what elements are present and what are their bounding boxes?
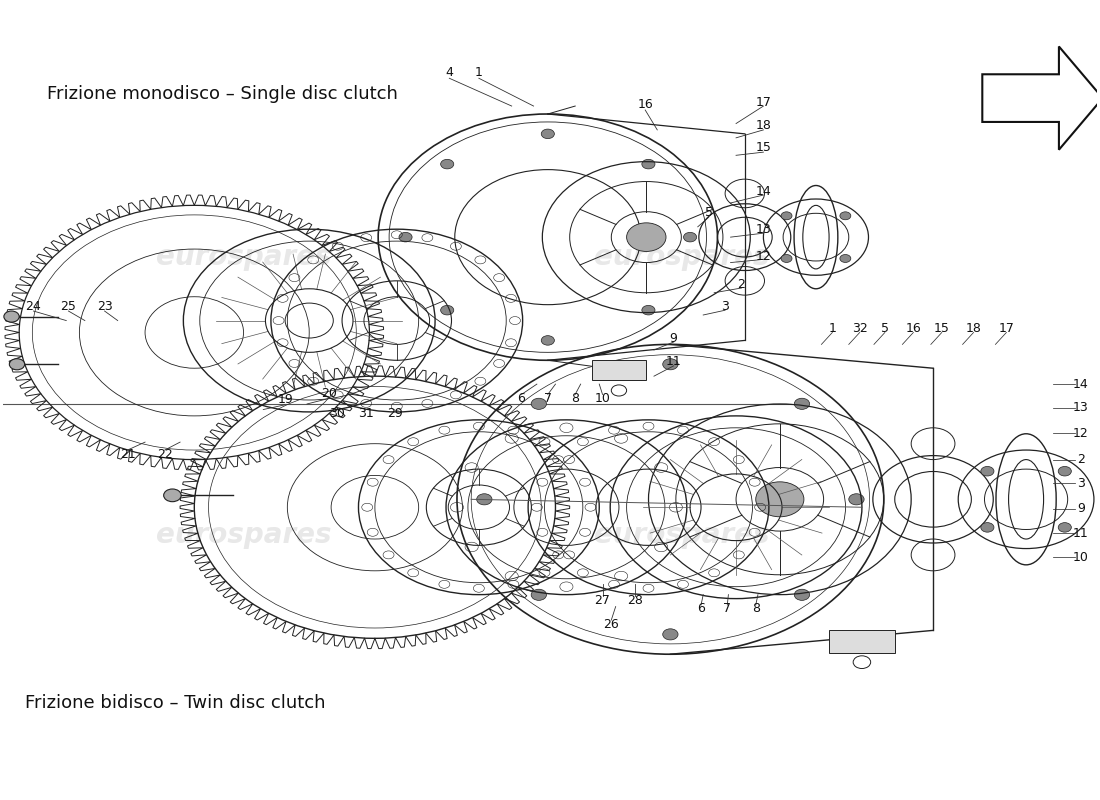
Circle shape xyxy=(683,232,696,242)
Circle shape xyxy=(441,159,454,169)
Text: 7: 7 xyxy=(543,392,552,405)
Text: 32: 32 xyxy=(851,322,868,335)
Text: 8: 8 xyxy=(751,602,760,615)
Text: 16: 16 xyxy=(637,98,653,111)
Text: 1: 1 xyxy=(475,66,483,79)
Circle shape xyxy=(840,254,850,262)
Text: 30: 30 xyxy=(329,407,344,420)
Text: eurospares: eurospares xyxy=(594,243,769,271)
Text: 11: 11 xyxy=(666,355,682,368)
Circle shape xyxy=(531,398,547,410)
Text: eurospares: eurospares xyxy=(156,243,331,271)
Circle shape xyxy=(441,306,454,315)
Text: 2: 2 xyxy=(1077,453,1085,466)
Circle shape xyxy=(794,398,810,410)
Text: 6: 6 xyxy=(518,392,526,405)
Text: 27: 27 xyxy=(595,594,610,606)
Text: 24: 24 xyxy=(25,300,42,313)
Polygon shape xyxy=(592,360,647,380)
Circle shape xyxy=(164,489,182,502)
Text: 7: 7 xyxy=(724,602,732,615)
Text: 29: 29 xyxy=(387,407,403,420)
Text: 14: 14 xyxy=(1072,378,1089,390)
Text: 25: 25 xyxy=(60,300,76,313)
Circle shape xyxy=(476,494,492,505)
Circle shape xyxy=(662,358,678,370)
Text: 22: 22 xyxy=(157,447,173,461)
Text: 9: 9 xyxy=(670,331,678,345)
Text: 20: 20 xyxy=(321,387,337,400)
Text: 2: 2 xyxy=(738,278,746,290)
Text: 5: 5 xyxy=(881,322,889,335)
Text: 31: 31 xyxy=(359,407,374,420)
Text: 17: 17 xyxy=(756,95,771,109)
Text: 17: 17 xyxy=(999,322,1014,335)
Circle shape xyxy=(541,129,554,138)
Text: 5: 5 xyxy=(705,206,713,219)
Polygon shape xyxy=(982,46,1100,150)
Text: 4: 4 xyxy=(446,66,453,79)
Text: 6: 6 xyxy=(697,602,705,615)
Text: 23: 23 xyxy=(97,300,112,313)
Text: 3: 3 xyxy=(1077,477,1085,490)
Text: 9: 9 xyxy=(1077,502,1085,515)
Text: 8: 8 xyxy=(571,392,580,405)
Circle shape xyxy=(627,223,666,251)
Circle shape xyxy=(840,212,850,220)
Text: Frizione monodisco – Single disc clutch: Frizione monodisco – Single disc clutch xyxy=(46,85,397,103)
Circle shape xyxy=(642,159,654,169)
Circle shape xyxy=(662,629,678,640)
Text: 16: 16 xyxy=(905,322,921,335)
Text: 18: 18 xyxy=(756,119,771,133)
Text: 10: 10 xyxy=(1072,550,1089,564)
Circle shape xyxy=(642,306,654,315)
Text: 15: 15 xyxy=(934,322,949,335)
Text: 19: 19 xyxy=(277,394,293,406)
Circle shape xyxy=(781,212,792,220)
Text: 28: 28 xyxy=(627,594,644,606)
Text: 21: 21 xyxy=(120,447,135,461)
Text: 14: 14 xyxy=(756,185,771,198)
Circle shape xyxy=(9,358,24,370)
Text: 13: 13 xyxy=(756,222,771,236)
Circle shape xyxy=(849,494,865,505)
Circle shape xyxy=(1058,466,1071,476)
Text: eurospares: eurospares xyxy=(156,521,331,549)
Text: eurospares: eurospares xyxy=(594,521,769,549)
Circle shape xyxy=(1058,522,1071,532)
Text: Frizione bidisco – Twin disc clutch: Frizione bidisco – Twin disc clutch xyxy=(24,694,326,713)
Text: 11: 11 xyxy=(1072,527,1089,540)
Circle shape xyxy=(531,590,547,600)
Text: 26: 26 xyxy=(604,618,619,630)
Text: 12: 12 xyxy=(1072,427,1089,440)
Text: 13: 13 xyxy=(1072,402,1089,414)
Circle shape xyxy=(794,590,810,600)
Text: 10: 10 xyxy=(595,392,610,405)
Circle shape xyxy=(4,311,19,322)
Text: 12: 12 xyxy=(756,250,771,262)
Circle shape xyxy=(781,254,792,262)
Text: 1: 1 xyxy=(828,322,836,335)
Text: 3: 3 xyxy=(722,300,729,313)
Circle shape xyxy=(981,466,994,476)
Circle shape xyxy=(981,522,994,532)
Text: 18: 18 xyxy=(966,322,981,335)
Circle shape xyxy=(756,482,804,517)
Circle shape xyxy=(399,232,412,242)
Circle shape xyxy=(541,336,554,345)
Text: 15: 15 xyxy=(756,141,771,154)
Polygon shape xyxy=(829,630,894,653)
